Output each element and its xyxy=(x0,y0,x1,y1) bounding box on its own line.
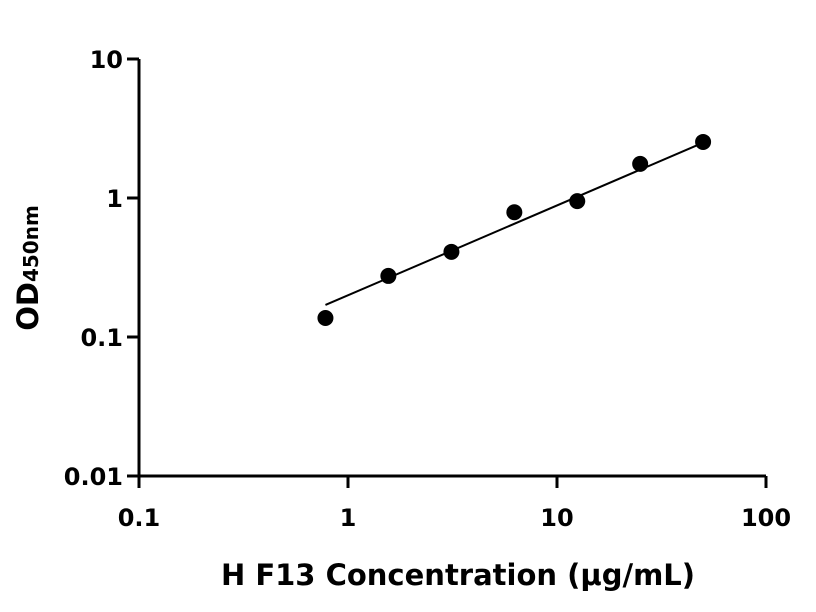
x-tick-label: 0.1 xyxy=(118,504,161,532)
data-point xyxy=(317,309,334,326)
y-tick-label: 1 xyxy=(106,185,123,213)
x-tick-label: 10 xyxy=(540,504,573,532)
data-point xyxy=(569,193,586,210)
data-point xyxy=(443,243,460,260)
y-tick-label: 10 xyxy=(90,46,123,74)
x-tick-label: 1 xyxy=(340,504,357,532)
data-point xyxy=(380,267,397,284)
data-point xyxy=(632,155,649,172)
data-point xyxy=(506,204,523,221)
y-tick-label: 0.01 xyxy=(64,463,123,491)
y-axis-label-sub: 450nm xyxy=(19,205,43,282)
y-axis-label-main: OD xyxy=(11,282,45,331)
x-tick-label: 100 xyxy=(741,504,791,532)
y-axis-label: OD450nm xyxy=(11,205,45,331)
data-point xyxy=(695,133,712,150)
y-tick-label: 0.1 xyxy=(80,324,123,352)
x-axis-label: H F13 Concentration (μg/mL) xyxy=(221,558,695,592)
